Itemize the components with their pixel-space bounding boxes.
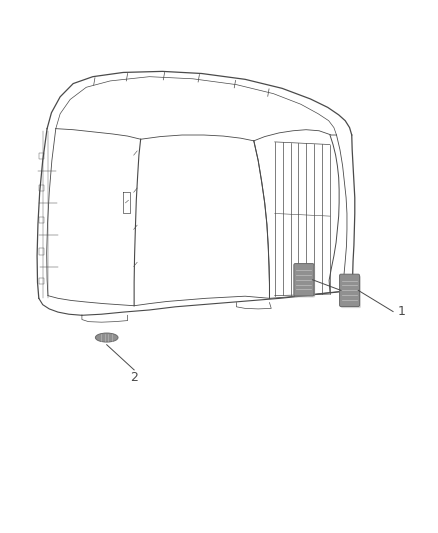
Text: 1: 1 [398,305,406,318]
FancyBboxPatch shape [295,265,315,297]
Bar [39,216,44,223]
Ellipse shape [95,333,118,342]
Text: 2: 2 [130,372,138,384]
Bar [39,248,44,255]
FancyBboxPatch shape [339,274,360,306]
FancyBboxPatch shape [341,276,361,308]
Bar [39,278,44,284]
Bar [39,153,44,159]
FancyBboxPatch shape [294,264,314,296]
Bar [39,185,44,191]
